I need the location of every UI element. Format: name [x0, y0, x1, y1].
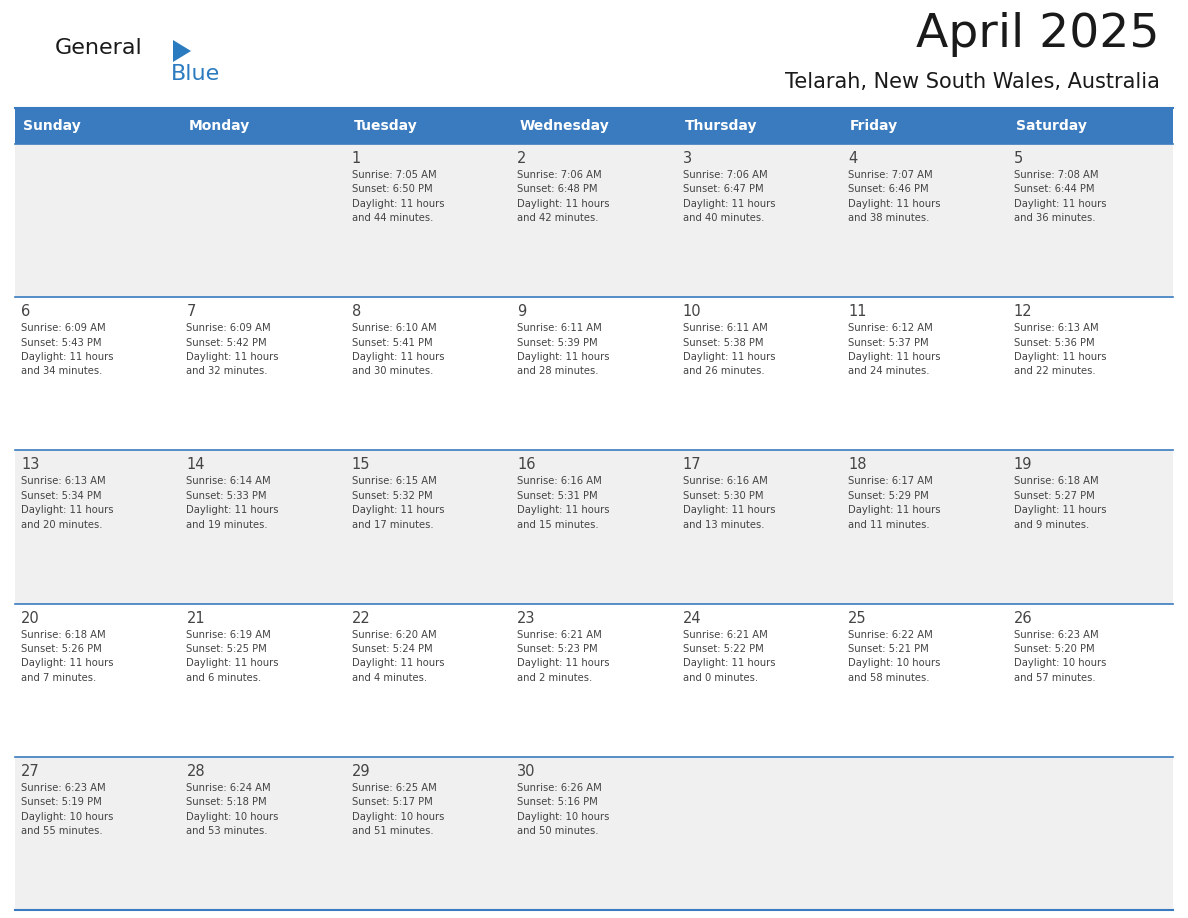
Text: Sunrise: 7:07 AM
Sunset: 6:46 PM
Daylight: 11 hours
and 38 minutes.: Sunrise: 7:07 AM Sunset: 6:46 PM Dayligh… [848, 170, 941, 223]
Text: 6: 6 [21, 304, 30, 319]
Text: Sunrise: 6:09 AM
Sunset: 5:42 PM
Daylight: 11 hours
and 32 minutes.: Sunrise: 6:09 AM Sunset: 5:42 PM Dayligh… [187, 323, 279, 376]
Polygon shape [173, 40, 191, 62]
Text: 11: 11 [848, 304, 866, 319]
Bar [15, 108, 1173, 144]
Text: Sunrise: 6:21 AM
Sunset: 5:23 PM
Daylight: 11 hours
and 2 minutes.: Sunrise: 6:21 AM Sunset: 5:23 PM Dayligh… [517, 630, 609, 683]
Text: 3: 3 [683, 151, 691, 166]
Text: 1: 1 [352, 151, 361, 166]
Text: Sunrise: 7:06 AM
Sunset: 6:47 PM
Daylight: 11 hours
and 40 minutes.: Sunrise: 7:06 AM Sunset: 6:47 PM Dayligh… [683, 170, 776, 223]
Text: 13: 13 [21, 457, 39, 473]
Text: 12: 12 [1013, 304, 1032, 319]
Bar [15, 604, 1173, 756]
Text: 8: 8 [352, 304, 361, 319]
Text: Sunrise: 6:11 AM
Sunset: 5:39 PM
Daylight: 11 hours
and 28 minutes.: Sunrise: 6:11 AM Sunset: 5:39 PM Dayligh… [517, 323, 609, 376]
Text: 24: 24 [683, 610, 701, 625]
Text: Sunrise: 6:16 AM
Sunset: 5:31 PM
Daylight: 11 hours
and 15 minutes.: Sunrise: 6:16 AM Sunset: 5:31 PM Dayligh… [517, 476, 609, 530]
Text: 17: 17 [683, 457, 701, 473]
Text: General: General [55, 38, 143, 58]
Bar [15, 297, 1173, 451]
Text: Sunrise: 6:19 AM
Sunset: 5:25 PM
Daylight: 11 hours
and 6 minutes.: Sunrise: 6:19 AM Sunset: 5:25 PM Dayligh… [187, 630, 279, 683]
Text: 9: 9 [517, 304, 526, 319]
Text: 25: 25 [848, 610, 867, 625]
Text: Blue: Blue [171, 64, 220, 84]
Text: 27: 27 [21, 764, 39, 778]
Text: 14: 14 [187, 457, 204, 473]
Bar [15, 756, 1173, 910]
Text: Telarah, New South Wales, Australia: Telarah, New South Wales, Australia [785, 72, 1159, 92]
Text: 4: 4 [848, 151, 858, 166]
Text: 16: 16 [517, 457, 536, 473]
Text: 19: 19 [1013, 457, 1032, 473]
Text: Sunrise: 6:17 AM
Sunset: 5:29 PM
Daylight: 11 hours
and 11 minutes.: Sunrise: 6:17 AM Sunset: 5:29 PM Dayligh… [848, 476, 941, 530]
Text: Wednesday: Wednesday [519, 119, 609, 133]
Bar [15, 451, 1173, 604]
Text: Saturday: Saturday [1016, 119, 1087, 133]
Text: 23: 23 [517, 610, 536, 625]
Text: 18: 18 [848, 457, 866, 473]
Text: 5: 5 [1013, 151, 1023, 166]
Text: Sunrise: 6:23 AM
Sunset: 5:20 PM
Daylight: 10 hours
and 57 minutes.: Sunrise: 6:23 AM Sunset: 5:20 PM Dayligh… [1013, 630, 1106, 683]
Text: Sunrise: 6:24 AM
Sunset: 5:18 PM
Daylight: 10 hours
and 53 minutes.: Sunrise: 6:24 AM Sunset: 5:18 PM Dayligh… [187, 783, 279, 836]
Text: Sunrise: 7:06 AM
Sunset: 6:48 PM
Daylight: 11 hours
and 42 minutes.: Sunrise: 7:06 AM Sunset: 6:48 PM Dayligh… [517, 170, 609, 223]
Text: 7: 7 [187, 304, 196, 319]
Text: Sunrise: 6:18 AM
Sunset: 5:27 PM
Daylight: 11 hours
and 9 minutes.: Sunrise: 6:18 AM Sunset: 5:27 PM Dayligh… [1013, 476, 1106, 530]
Text: Sunrise: 6:20 AM
Sunset: 5:24 PM
Daylight: 11 hours
and 4 minutes.: Sunrise: 6:20 AM Sunset: 5:24 PM Dayligh… [352, 630, 444, 683]
Text: Sunrise: 6:22 AM
Sunset: 5:21 PM
Daylight: 10 hours
and 58 minutes.: Sunrise: 6:22 AM Sunset: 5:21 PM Dayligh… [848, 630, 941, 683]
Text: Sunrise: 6:13 AM
Sunset: 5:36 PM
Daylight: 11 hours
and 22 minutes.: Sunrise: 6:13 AM Sunset: 5:36 PM Dayligh… [1013, 323, 1106, 376]
Text: Sunrise: 6:13 AM
Sunset: 5:34 PM
Daylight: 11 hours
and 20 minutes.: Sunrise: 6:13 AM Sunset: 5:34 PM Dayligh… [21, 476, 114, 530]
Text: April 2025: April 2025 [916, 12, 1159, 57]
Text: Sunrise: 7:08 AM
Sunset: 6:44 PM
Daylight: 11 hours
and 36 minutes.: Sunrise: 7:08 AM Sunset: 6:44 PM Dayligh… [1013, 170, 1106, 223]
Text: Sunrise: 6:14 AM
Sunset: 5:33 PM
Daylight: 11 hours
and 19 minutes.: Sunrise: 6:14 AM Sunset: 5:33 PM Dayligh… [187, 476, 279, 530]
Text: Sunrise: 6:18 AM
Sunset: 5:26 PM
Daylight: 11 hours
and 7 minutes.: Sunrise: 6:18 AM Sunset: 5:26 PM Dayligh… [21, 630, 114, 683]
Text: Sunrise: 6:21 AM
Sunset: 5:22 PM
Daylight: 11 hours
and 0 minutes.: Sunrise: 6:21 AM Sunset: 5:22 PM Dayligh… [683, 630, 776, 683]
Text: Sunrise: 6:25 AM
Sunset: 5:17 PM
Daylight: 10 hours
and 51 minutes.: Sunrise: 6:25 AM Sunset: 5:17 PM Dayligh… [352, 783, 444, 836]
Text: 21: 21 [187, 610, 206, 625]
Text: 22: 22 [352, 610, 371, 625]
Text: Sunrise: 6:26 AM
Sunset: 5:16 PM
Daylight: 10 hours
and 50 minutes.: Sunrise: 6:26 AM Sunset: 5:16 PM Dayligh… [517, 783, 609, 836]
Text: 2: 2 [517, 151, 526, 166]
Text: Thursday: Thursday [684, 119, 757, 133]
Text: 28: 28 [187, 764, 206, 778]
Text: 26: 26 [1013, 610, 1032, 625]
Text: Sunrise: 7:05 AM
Sunset: 6:50 PM
Daylight: 11 hours
and 44 minutes.: Sunrise: 7:05 AM Sunset: 6:50 PM Dayligh… [352, 170, 444, 223]
Text: 10: 10 [683, 304, 701, 319]
Text: Sunrise: 6:09 AM
Sunset: 5:43 PM
Daylight: 11 hours
and 34 minutes.: Sunrise: 6:09 AM Sunset: 5:43 PM Dayligh… [21, 323, 114, 376]
Text: Monday: Monday [189, 119, 249, 133]
Text: Sunrise: 6:12 AM
Sunset: 5:37 PM
Daylight: 11 hours
and 24 minutes.: Sunrise: 6:12 AM Sunset: 5:37 PM Dayligh… [848, 323, 941, 376]
Text: Sunrise: 6:23 AM
Sunset: 5:19 PM
Daylight: 10 hours
and 55 minutes.: Sunrise: 6:23 AM Sunset: 5:19 PM Dayligh… [21, 783, 113, 836]
Text: 15: 15 [352, 457, 371, 473]
Text: Sunday: Sunday [23, 119, 81, 133]
Text: Tuesday: Tuesday [354, 119, 418, 133]
Text: Sunrise: 6:15 AM
Sunset: 5:32 PM
Daylight: 11 hours
and 17 minutes.: Sunrise: 6:15 AM Sunset: 5:32 PM Dayligh… [352, 476, 444, 530]
Text: 29: 29 [352, 764, 371, 778]
Text: 20: 20 [21, 610, 39, 625]
Text: Friday: Friday [851, 119, 898, 133]
Bar [15, 144, 1173, 297]
Text: Sunrise: 6:10 AM
Sunset: 5:41 PM
Daylight: 11 hours
and 30 minutes.: Sunrise: 6:10 AM Sunset: 5:41 PM Dayligh… [352, 323, 444, 376]
Text: 30: 30 [517, 764, 536, 778]
Text: Sunrise: 6:16 AM
Sunset: 5:30 PM
Daylight: 11 hours
and 13 minutes.: Sunrise: 6:16 AM Sunset: 5:30 PM Dayligh… [683, 476, 776, 530]
Text: Sunrise: 6:11 AM
Sunset: 5:38 PM
Daylight: 11 hours
and 26 minutes.: Sunrise: 6:11 AM Sunset: 5:38 PM Dayligh… [683, 323, 776, 376]
